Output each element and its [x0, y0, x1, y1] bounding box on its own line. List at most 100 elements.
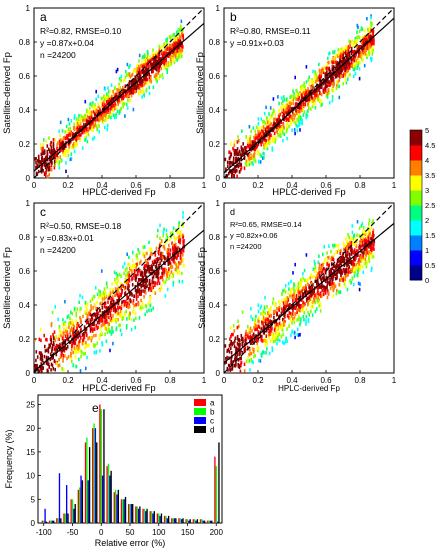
density-point [331, 73, 334, 77]
density-point [269, 140, 272, 145]
density-point [175, 35, 178, 39]
density-point [68, 145, 70, 149]
density-point [118, 291, 120, 295]
colorbar-tick-labels: 54.543.532.521.510.50 [425, 126, 435, 285]
density-point [268, 351, 271, 356]
density-point [247, 144, 249, 148]
density-point [245, 135, 247, 139]
density-point [333, 81, 335, 85]
density-point [74, 114, 76, 118]
density-point [125, 304, 128, 308]
density-point [114, 305, 116, 310]
density-point [52, 146, 55, 151]
density-point [118, 82, 120, 87]
density-point [342, 82, 345, 86]
density-point [178, 247, 181, 252]
density-point [79, 293, 81, 298]
density-point [241, 147, 244, 151]
density-point [96, 126, 98, 131]
density-point [85, 308, 88, 313]
density-point [100, 316, 102, 320]
density-point [160, 61, 162, 65]
density-point [350, 58, 352, 62]
density-point [291, 330, 293, 334]
density-point [321, 85, 323, 89]
density-point [311, 80, 314, 85]
density-point [358, 258, 360, 262]
density-point [84, 122, 87, 127]
density-point [114, 101, 116, 106]
density-point [277, 126, 280, 131]
density-point [283, 304, 285, 308]
density-point [331, 61, 334, 65]
density-point [356, 250, 359, 254]
density-point [123, 261, 126, 266]
density-point [314, 72, 317, 76]
density-point [255, 314, 257, 319]
density-point [282, 95, 285, 99]
density-point [368, 240, 370, 245]
density-point [52, 367, 55, 371]
density-point [307, 310, 309, 315]
density-point [352, 54, 355, 58]
density-point [101, 341, 103, 345]
density-point [330, 249, 332, 254]
density-point [52, 333, 54, 337]
density-point [313, 259, 316, 264]
density-point [66, 330, 68, 335]
density-point [178, 239, 180, 243]
density-point [47, 350, 50, 354]
density-point [118, 111, 121, 115]
density-point [314, 95, 317, 100]
density-point [264, 127, 267, 131]
density-point [57, 337, 60, 341]
stats-line-1: R²=0.82, RMSE=0.10 [40, 26, 122, 36]
density-point [296, 124, 299, 129]
density-point [86, 115, 89, 119]
density-point [38, 351, 41, 355]
density-point [319, 309, 322, 313]
density-point [120, 306, 123, 310]
density-point [285, 336, 287, 341]
density-point [325, 279, 327, 283]
density-point [290, 279, 292, 284]
density-point [357, 35, 359, 39]
density-point [237, 319, 239, 323]
density-point [137, 90, 140, 94]
density-point [112, 305, 115, 310]
density-point [231, 342, 233, 347]
density-point [300, 116, 302, 120]
density-point [239, 152, 241, 157]
density-point [107, 96, 109, 100]
density-point [49, 149, 51, 153]
density-point [42, 366, 44, 370]
density-point [291, 110, 294, 114]
density-point [289, 118, 292, 122]
density-point [127, 305, 129, 310]
density-point [113, 107, 116, 111]
density-point [159, 261, 161, 265]
density-point [82, 115, 84, 120]
density-point [254, 129, 256, 134]
density-point [72, 145, 75, 149]
density-point [170, 264, 172, 268]
colorbar-segment [410, 175, 422, 191]
density-point [365, 48, 368, 53]
density-point [243, 349, 246, 353]
density-point [338, 84, 341, 89]
density-point [351, 276, 354, 280]
density-point [341, 46, 344, 51]
density-point [74, 144, 77, 148]
density-point [81, 146, 84, 150]
density-point [323, 87, 326, 91]
density-point [283, 98, 286, 102]
density-point [72, 332, 74, 337]
density-point [55, 352, 58, 357]
density-point [260, 136, 262, 140]
density-point [73, 125, 76, 130]
density-point [114, 287, 117, 291]
density-point [107, 306, 110, 310]
density-point [114, 280, 117, 285]
density-point [328, 80, 330, 84]
density-point [137, 85, 140, 90]
